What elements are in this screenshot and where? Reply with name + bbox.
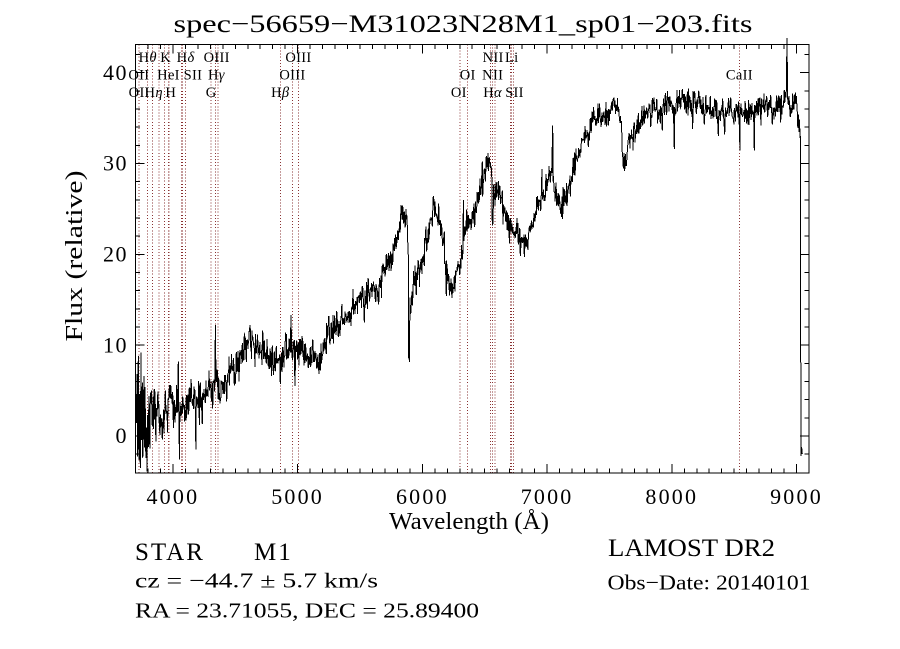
svg-text:SII: SII	[184, 68, 203, 84]
svg-text:Obs−Date: 20140101: Obs−Date: 20140101	[608, 571, 811, 595]
svg-text:Hβ: Hβ	[271, 85, 290, 101]
svg-text:6000: 6000	[396, 484, 449, 509]
svg-text:H: H	[165, 85, 176, 101]
svg-text:8000: 8000	[645, 484, 698, 509]
svg-text:OIII: OIII	[204, 50, 230, 66]
svg-text:NII: NII	[483, 50, 504, 66]
svg-text:G: G	[206, 85, 217, 101]
svg-text:7000: 7000	[521, 484, 574, 509]
svg-text:0: 0	[116, 423, 129, 448]
svg-text:OII: OII	[128, 68, 149, 84]
svg-text:Wavelength (Å): Wavelength (Å)	[389, 509, 549, 535]
svg-text:OI: OI	[451, 85, 467, 101]
svg-text:Hη: Hη	[145, 85, 163, 101]
svg-text:LAMOST DR2: LAMOST DR2	[608, 535, 775, 562]
svg-text:NII: NII	[482, 68, 503, 84]
svg-text:spec−56659−M31023N28M1_sp01−20: spec−56659−M31023N28M1_sp01−203.fits	[174, 11, 753, 38]
svg-text:4000: 4000	[146, 484, 199, 509]
svg-text:5000: 5000	[271, 484, 324, 509]
svg-text:30: 30	[103, 151, 128, 176]
svg-text:cz = −44.7 ± 5.7 km/s: cz = −44.7 ± 5.7 km/s	[135, 569, 378, 593]
svg-text:9000: 9000	[770, 484, 823, 509]
svg-text:Hγ: Hγ	[208, 68, 226, 84]
svg-text:SII: SII	[505, 85, 524, 101]
svg-text:STAR: STAR	[135, 539, 205, 566]
svg-text:Hδ: Hδ	[177, 50, 195, 66]
svg-text:OIII: OIII	[279, 68, 305, 84]
svg-text:Li: Li	[505, 50, 519, 66]
svg-text:HeI: HeI	[157, 68, 180, 84]
svg-text:RA = 23.71055, DEC = 25.8940: RA = 23.71055, DEC = 25.89400	[135, 599, 479, 623]
svg-text:OI: OI	[460, 68, 476, 84]
svg-text:K: K	[160, 50, 171, 66]
svg-text:OIII: OIII	[285, 50, 311, 66]
svg-text:Hα: Hα	[483, 85, 502, 101]
svg-text:OII: OII	[129, 85, 150, 101]
svg-text:CaII: CaII	[726, 68, 753, 84]
svg-text:M1: M1	[254, 539, 293, 566]
svg-text:Hθ: Hθ	[139, 50, 157, 66]
svg-text:Flux (relative): Flux (relative)	[62, 171, 88, 342]
svg-text:20: 20	[103, 242, 128, 267]
svg-text:40: 40	[103, 60, 128, 85]
svg-text:10: 10	[103, 332, 128, 357]
